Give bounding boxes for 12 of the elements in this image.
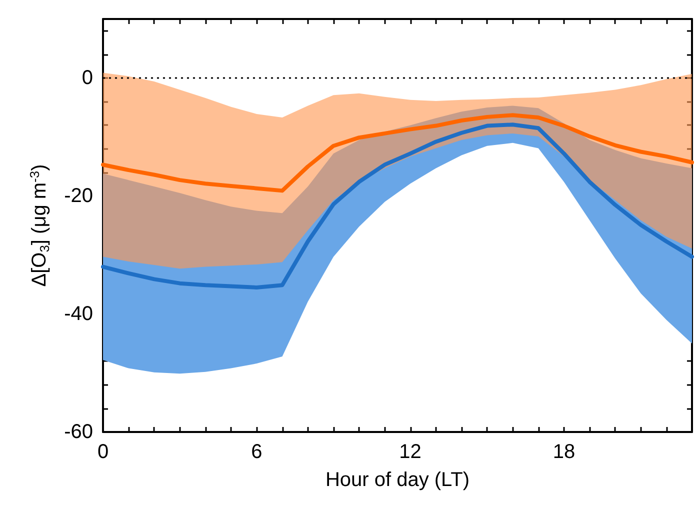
y-tick-label: -40: [64, 303, 93, 325]
x-tick-label: 6: [251, 441, 262, 463]
y-tick-label: -20: [64, 185, 93, 207]
x-tick-label: 0: [97, 441, 109, 463]
x-axis-title: Hour of day (LT): [325, 469, 470, 491]
y-axis-title: Δ[O3] (μg m-3): [27, 164, 52, 287]
line-series: [101, 122, 694, 290]
line-series: [101, 113, 694, 193]
x-tick-label: 12: [399, 441, 422, 463]
y-tick-label: -60: [64, 421, 93, 443]
x-tick-label: 18: [552, 441, 576, 463]
y-tick-label: 0: [82, 67, 93, 89]
